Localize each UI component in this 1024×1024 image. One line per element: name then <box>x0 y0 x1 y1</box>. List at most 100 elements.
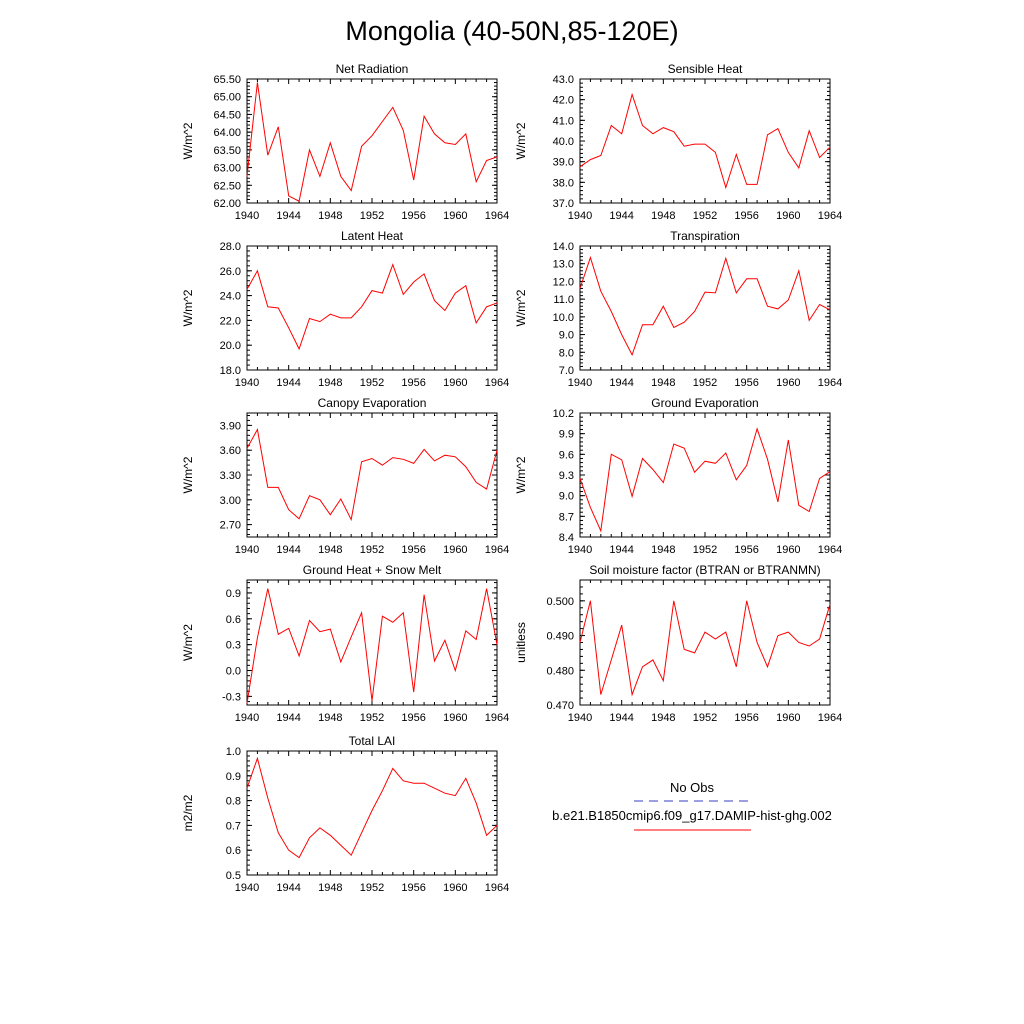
y-tick-label: 18.0 <box>220 365 241 377</box>
x-tick-label: 1960 <box>776 544 800 556</box>
x-tick-label: 1952 <box>360 210 384 222</box>
x-tick-label: 1944 <box>276 544 300 556</box>
panel-title: Soil moisture factor (BTRAN or BTRANMN) <box>589 563 820 577</box>
x-tick-label: 1964 <box>485 210 509 222</box>
y-tick-label: 42.0 <box>553 95 574 107</box>
y-tick-label: 0.470 <box>546 700 574 712</box>
panel-title: Net Radiation <box>336 62 409 76</box>
y-tick-label: 11.0 <box>553 294 574 306</box>
y-tick-label: 3.60 <box>220 445 241 457</box>
x-tick-label: 1952 <box>360 882 384 894</box>
y-axis-label: W/m^2 <box>181 289 195 326</box>
x-tick-label: 1944 <box>276 377 300 389</box>
y-tick-label: 65.50 <box>213 74 241 86</box>
x-tick-label: 1964 <box>818 210 842 222</box>
series-line <box>246 756 498 859</box>
plot-frame <box>246 750 498 876</box>
x-tick-label: 1940 <box>235 544 259 556</box>
y-axis-label: W/m^2 <box>181 456 195 493</box>
y-tick-label: 0.500 <box>546 596 574 608</box>
y-tick-label: 3.90 <box>220 420 241 432</box>
x-tick-label: 1940 <box>235 712 259 724</box>
x-tick-label: 1940 <box>568 544 592 556</box>
x-tick-label: 1948 <box>651 712 675 724</box>
chart-panel: 1940 1944 1948 1952 1956 1960 1964 37.0 38.0 39.0… <box>514 62 842 222</box>
y-tick-label: 62.00 <box>213 198 241 210</box>
y-tick-label: 2.70 <box>220 520 241 532</box>
y-tick-label: 3.30 <box>220 470 241 482</box>
plot-frame <box>579 78 831 204</box>
y-tick-label: 9.0 <box>559 491 574 503</box>
x-tick-label: 1964 <box>485 377 509 389</box>
panel-title: Total LAI <box>349 734 396 748</box>
y-tick-label: 20.0 <box>220 340 241 352</box>
x-tick-label: 1940 <box>235 377 259 389</box>
panel-title: Latent Heat <box>341 229 404 243</box>
x-tick-label: 1964 <box>485 882 509 894</box>
legend-label-model: b.e21.B1850cmip6.f09_g17.DAMIP-hist-ghg.… <box>552 808 832 823</box>
x-tick-label: 1964 <box>818 544 842 556</box>
y-axis-label: W/m^2 <box>181 122 195 159</box>
x-tick-label: 1948 <box>651 544 675 556</box>
y-tick-label: 64.50 <box>213 109 241 121</box>
series-line <box>579 427 831 533</box>
y-tick-label: 38.0 <box>553 177 574 189</box>
figure-title: Mongolia (40-50N,85-120E) <box>345 16 678 46</box>
y-tick-label: 8.0 <box>559 347 574 359</box>
y-tick-label: 63.00 <box>213 163 241 175</box>
panel-title: Ground Evaporation <box>651 396 758 410</box>
panel-title: Sensible Heat <box>668 62 743 76</box>
x-tick-label: 1964 <box>485 712 509 724</box>
y-axis-label: W/m^2 <box>514 456 528 493</box>
y-tick-label: 7.0 <box>559 365 574 377</box>
x-tick-label: 1948 <box>318 377 342 389</box>
plot-frame <box>579 245 831 371</box>
y-tick-label: 41.0 <box>553 115 574 127</box>
y-tick-label: 0.9 <box>226 771 241 783</box>
series-line <box>246 82 498 202</box>
y-tick-label: 64.00 <box>213 127 241 139</box>
x-tick-label: 1952 <box>693 712 717 724</box>
x-tick-label: 1948 <box>318 712 342 724</box>
y-tick-label: 37.0 <box>553 198 574 210</box>
x-tick-label: 1952 <box>693 377 717 389</box>
x-tick-label: 1952 <box>360 544 384 556</box>
y-tick-label: 8.4 <box>559 532 574 544</box>
x-tick-label: 1940 <box>568 210 592 222</box>
y-tick-label: -0.3 <box>222 691 241 703</box>
y-tick-label: 3.00 <box>220 495 241 507</box>
x-tick-label: 1956 <box>734 210 758 222</box>
x-tick-label: 1940 <box>568 712 592 724</box>
series-line <box>246 263 498 351</box>
x-tick-label: 1940 <box>568 377 592 389</box>
chart-panel: 1940 1944 1948 1952 1956 1960 1964 18.0 20.0 22.0… <box>181 229 509 389</box>
x-tick-label: 1944 <box>609 210 633 222</box>
y-tick-label: 0.0 <box>226 666 241 678</box>
x-tick-label: 1956 <box>401 882 425 894</box>
x-tick-label: 1964 <box>818 377 842 389</box>
x-tick-label: 1964 <box>485 544 509 556</box>
y-tick-label: 26.0 <box>220 266 241 278</box>
y-tick-label: 0.6 <box>226 614 241 626</box>
plot-frame <box>579 579 831 706</box>
panel-title: Transpiration <box>670 229 740 243</box>
y-tick-label: 39.0 <box>553 157 574 169</box>
x-tick-label: 1964 <box>818 712 842 724</box>
y-tick-label: 0.480 <box>546 665 574 677</box>
legend: No Obs b.e21.B1850cmip6.f09_g17.DAMIP-his… <box>552 780 832 831</box>
series-line <box>246 588 498 704</box>
y-axis-label: unitless <box>514 622 528 663</box>
x-tick-label: 1956 <box>734 544 758 556</box>
x-tick-label: 1960 <box>443 377 467 389</box>
x-tick-label: 1952 <box>360 377 384 389</box>
x-tick-label: 1960 <box>776 377 800 389</box>
plot-frame <box>246 245 498 371</box>
legend-label-no-obs: No Obs <box>670 780 715 795</box>
y-tick-label: 63.50 <box>213 145 241 157</box>
x-tick-label: 1948 <box>318 544 342 556</box>
x-tick-label: 1944 <box>609 377 633 389</box>
x-tick-label: 1940 <box>235 882 259 894</box>
y-tick-label: 0.5 <box>226 870 241 882</box>
y-axis-label: m2/m2 <box>181 794 195 831</box>
x-tick-label: 1952 <box>693 210 717 222</box>
